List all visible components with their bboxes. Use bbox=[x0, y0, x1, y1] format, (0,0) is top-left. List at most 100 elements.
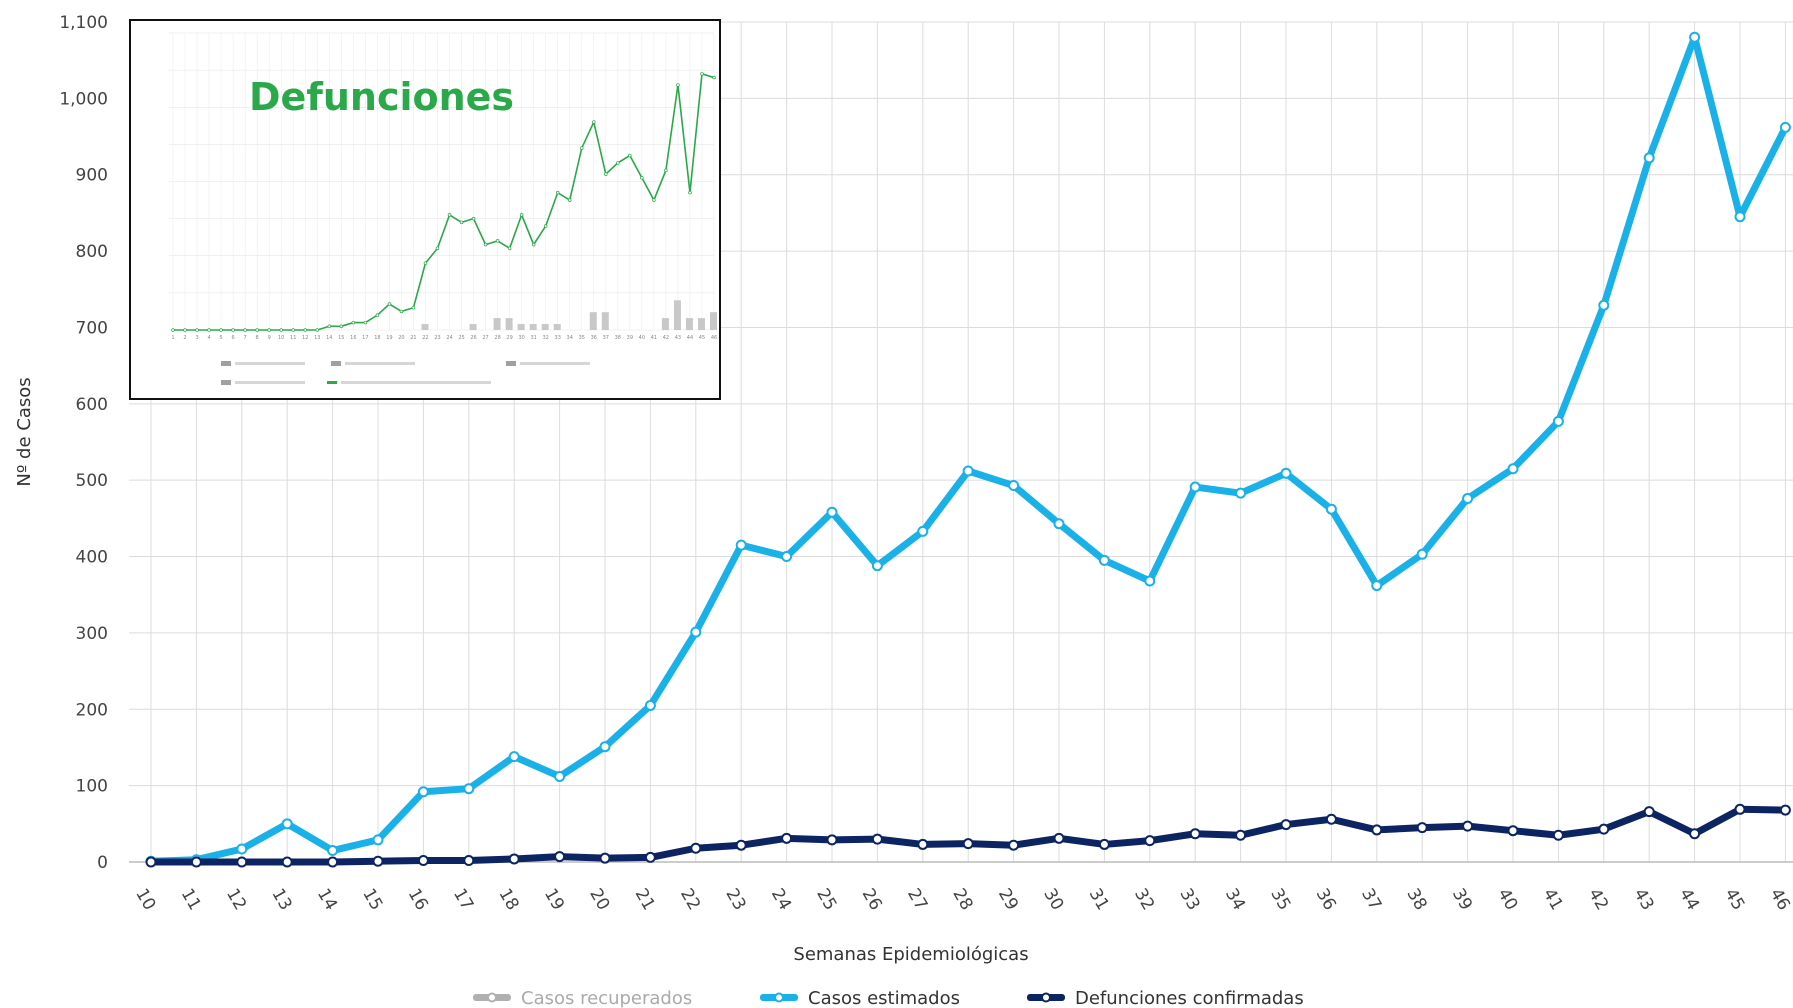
x-tick-label: 36 bbox=[1312, 885, 1340, 914]
inset-x-tick-label: 26 bbox=[470, 335, 476, 341]
data-point[interactable] bbox=[508, 751, 520, 763]
data-point[interactable] bbox=[1598, 299, 1610, 311]
data-point[interactable] bbox=[1325, 503, 1337, 515]
inset-x-tick-label: 6 bbox=[232, 335, 235, 341]
data-point[interactable] bbox=[1053, 832, 1065, 844]
data-point[interactable] bbox=[1280, 467, 1292, 479]
data-point[interactable] bbox=[327, 845, 339, 857]
x-tick-label: 15 bbox=[358, 885, 386, 914]
series-casos-estimados bbox=[145, 31, 1791, 867]
data-point[interactable] bbox=[1416, 822, 1428, 834]
x-tick-label: 12 bbox=[222, 885, 250, 914]
legend-item[interactable]: Casos recuperados bbox=[473, 988, 692, 1008]
data-point[interactable] bbox=[1144, 835, 1156, 847]
inset-data-point bbox=[664, 168, 668, 173]
legend-item[interactable]: Casos estimados bbox=[760, 988, 960, 1008]
data-point[interactable] bbox=[1098, 554, 1110, 566]
data-point[interactable] bbox=[1098, 838, 1110, 850]
x-tick-label: 46 bbox=[1766, 885, 1793, 914]
data-point[interactable] bbox=[1779, 121, 1791, 133]
data-point[interactable] bbox=[1008, 480, 1020, 492]
inset-x-tick-label: 1 bbox=[171, 335, 174, 341]
data-point[interactable] bbox=[1689, 31, 1701, 43]
legend-marker bbox=[1041, 992, 1051, 1003]
data-point[interactable] bbox=[781, 832, 793, 844]
data-point[interactable] bbox=[735, 539, 747, 551]
data-point[interactable] bbox=[236, 843, 248, 855]
data-point[interactable] bbox=[735, 839, 747, 851]
data-point[interactable] bbox=[554, 851, 566, 863]
data-point[interactable] bbox=[690, 626, 702, 638]
data-point[interactable] bbox=[417, 786, 429, 798]
data-point[interactable] bbox=[417, 854, 429, 866]
data-point[interactable] bbox=[826, 834, 838, 846]
data-point[interactable] bbox=[554, 770, 566, 782]
data-point[interactable] bbox=[145, 856, 157, 868]
data-point[interactable] bbox=[190, 856, 202, 868]
data-point[interactable] bbox=[1189, 828, 1201, 840]
data-point[interactable] bbox=[372, 834, 384, 846]
data-point[interactable] bbox=[871, 560, 883, 572]
data-point[interactable] bbox=[1280, 819, 1292, 831]
data-point[interactable] bbox=[1779, 804, 1791, 816]
data-point[interactable] bbox=[826, 506, 838, 518]
data-point[interactable] bbox=[508, 853, 520, 865]
inset-data-point bbox=[195, 328, 199, 332]
data-point[interactable] bbox=[962, 838, 974, 850]
data-point[interactable] bbox=[463, 854, 475, 866]
inset-bar bbox=[589, 312, 597, 330]
data-point[interactable] bbox=[1371, 824, 1383, 836]
data-point[interactable] bbox=[236, 856, 248, 868]
inset-x-tick-label: 23 bbox=[434, 335, 440, 341]
data-point[interactable] bbox=[1416, 548, 1428, 560]
x-tick-label: 26 bbox=[858, 885, 886, 914]
data-point[interactable] bbox=[1689, 828, 1701, 840]
data-point[interactable] bbox=[1598, 823, 1610, 835]
data-point[interactable] bbox=[372, 855, 384, 867]
inset-x-tick-label: 39 bbox=[627, 335, 633, 341]
y-tick-label: 100 bbox=[76, 777, 108, 797]
data-point[interactable] bbox=[1189, 481, 1201, 493]
data-point[interactable] bbox=[1235, 487, 1247, 499]
data-point[interactable] bbox=[327, 856, 339, 868]
inset-data-point bbox=[447, 213, 452, 217]
data-point[interactable] bbox=[1144, 575, 1156, 587]
legend-item[interactable]: Defunciones confirmadas bbox=[1027, 988, 1304, 1008]
data-point[interactable] bbox=[1462, 493, 1474, 505]
data-point[interactable] bbox=[1507, 463, 1519, 475]
data-point[interactable] bbox=[1734, 803, 1746, 815]
data-point[interactable] bbox=[1008, 839, 1020, 851]
data-point[interactable] bbox=[644, 851, 656, 863]
x-tick-label: 43 bbox=[1629, 885, 1657, 914]
data-point[interactable] bbox=[1552, 415, 1564, 427]
data-point[interactable] bbox=[599, 741, 611, 753]
data-point[interactable] bbox=[1552, 829, 1564, 841]
data-point[interactable] bbox=[1235, 829, 1247, 841]
inset-data-point bbox=[375, 313, 380, 317]
data-point[interactable] bbox=[1371, 580, 1383, 592]
data-point[interactable] bbox=[1643, 152, 1655, 164]
data-point[interactable] bbox=[917, 525, 929, 537]
data-point[interactable] bbox=[917, 838, 929, 850]
data-point[interactable] bbox=[871, 833, 883, 845]
data-point[interactable] bbox=[1462, 820, 1474, 832]
data-point[interactable] bbox=[1507, 825, 1519, 837]
data-point[interactable] bbox=[1734, 211, 1746, 223]
data-point[interactable] bbox=[1325, 813, 1337, 825]
data-point[interactable] bbox=[962, 465, 974, 477]
data-point[interactable] bbox=[1643, 806, 1655, 818]
data-point[interactable] bbox=[781, 551, 793, 563]
data-point[interactable] bbox=[599, 852, 611, 864]
data-point[interactable] bbox=[644, 699, 656, 711]
data-point[interactable] bbox=[1053, 518, 1065, 530]
data-point[interactable] bbox=[281, 818, 293, 830]
inset-x-tick-label: 2 bbox=[183, 335, 186, 341]
data-point[interactable] bbox=[281, 856, 293, 868]
data-point[interactable] bbox=[463, 783, 475, 795]
x-tick-label: 38 bbox=[1402, 885, 1430, 914]
inset-legend-label bbox=[345, 362, 415, 365]
data-point[interactable] bbox=[690, 842, 702, 854]
inset-bar bbox=[697, 318, 705, 330]
y-tick-label: 600 bbox=[76, 395, 108, 415]
x-tick-label: 25 bbox=[812, 885, 840, 914]
